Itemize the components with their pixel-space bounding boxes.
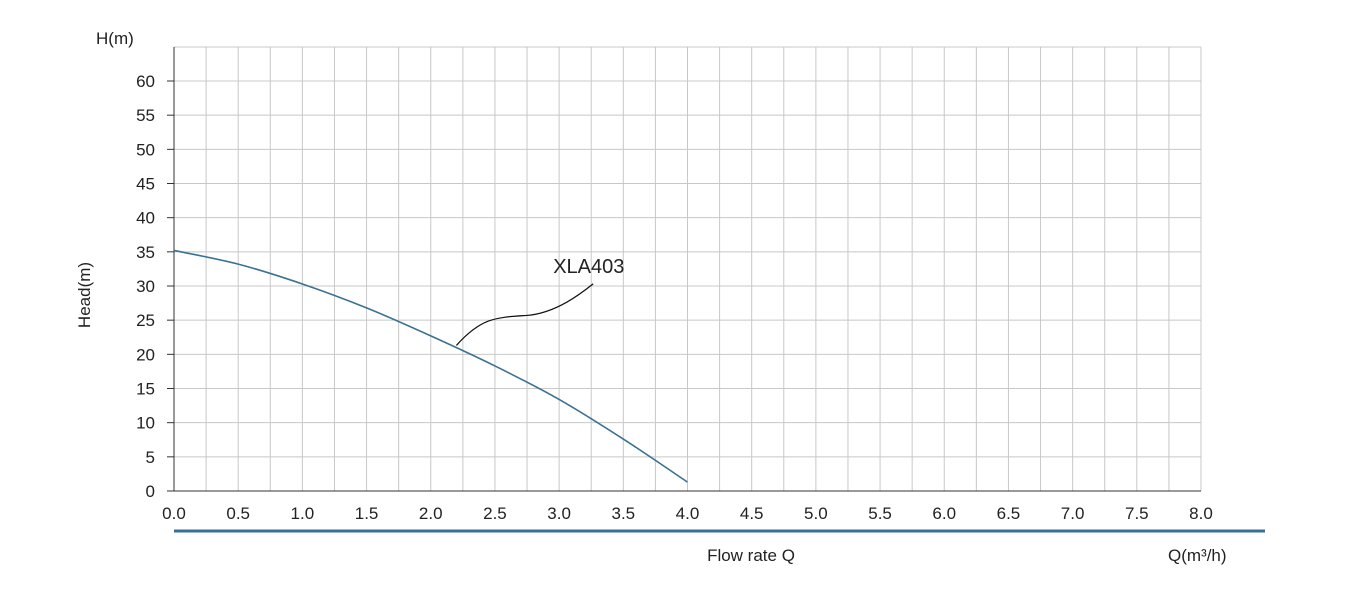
x-tick-label: 1.0	[291, 504, 315, 523]
x-tick-label: 1.5	[355, 504, 379, 523]
x-unit-label: Q(m³/h)	[1168, 546, 1227, 565]
y-tick-label: 10	[136, 414, 155, 433]
x-tick-label: 0.5	[226, 504, 250, 523]
y-tick-label: 20	[136, 345, 155, 364]
series-line-xla403	[173, 249, 688, 483]
y-tick-label: 60	[136, 72, 155, 91]
annotations: XLA403	[455, 256, 624, 346]
x-tick-label: 5.0	[804, 504, 828, 523]
y-tick-label: 55	[136, 106, 155, 125]
y-tick-label: 5	[146, 448, 155, 467]
series	[173, 249, 688, 483]
x-tick-label: 2.5	[483, 504, 507, 523]
x-tick-label: 3.5	[611, 504, 635, 523]
x-tick-label: 6.5	[997, 504, 1021, 523]
y-tick-label: 40	[136, 209, 155, 228]
axes	[167, 47, 1201, 492]
y-tick-label: 50	[136, 140, 155, 159]
x-tick-label: 4.0	[676, 504, 700, 523]
y-tick-label: 0	[146, 482, 155, 501]
series-label-xla403: XLA403	[553, 256, 624, 278]
y-unit-label: H(m)	[96, 29, 134, 48]
x-tick-label: 8.0	[1189, 504, 1213, 523]
y-tick-label: 25	[136, 311, 155, 330]
x-tick-label: 7.0	[1061, 504, 1085, 523]
x-tick-label: 7.5	[1125, 504, 1149, 523]
x-tick-label: 4.5	[740, 504, 764, 523]
annotation-leader-line	[455, 283, 594, 346]
y-tick-labels: 0 5 10 15 20 25 30 35 40 45 50 55 60	[136, 72, 155, 501]
y-tick-label: 45	[136, 175, 155, 194]
x-axis-title: Flow rate Q	[707, 546, 795, 565]
y-axis-title: Head(m)	[75, 262, 94, 328]
y-tick-label: 35	[136, 243, 155, 262]
y-tick-label: 15	[136, 380, 155, 399]
x-tick-labels: 0.0 0.5 1.0 1.5 2.0 2.5 3.0 3.5 4.0 4.5 5.0 5.5 6.0 6…	[162, 504, 1213, 523]
x-tick-label: 2.0	[419, 504, 443, 523]
x-tick-label: 3.0	[547, 504, 571, 523]
grid	[173, 46, 1202, 492]
x-tick-label: 5.5	[868, 504, 892, 523]
x-tick-label: 6.0	[932, 504, 956, 523]
y-tick-label: 30	[136, 277, 155, 296]
x-tick-label: 0.0	[162, 504, 186, 523]
